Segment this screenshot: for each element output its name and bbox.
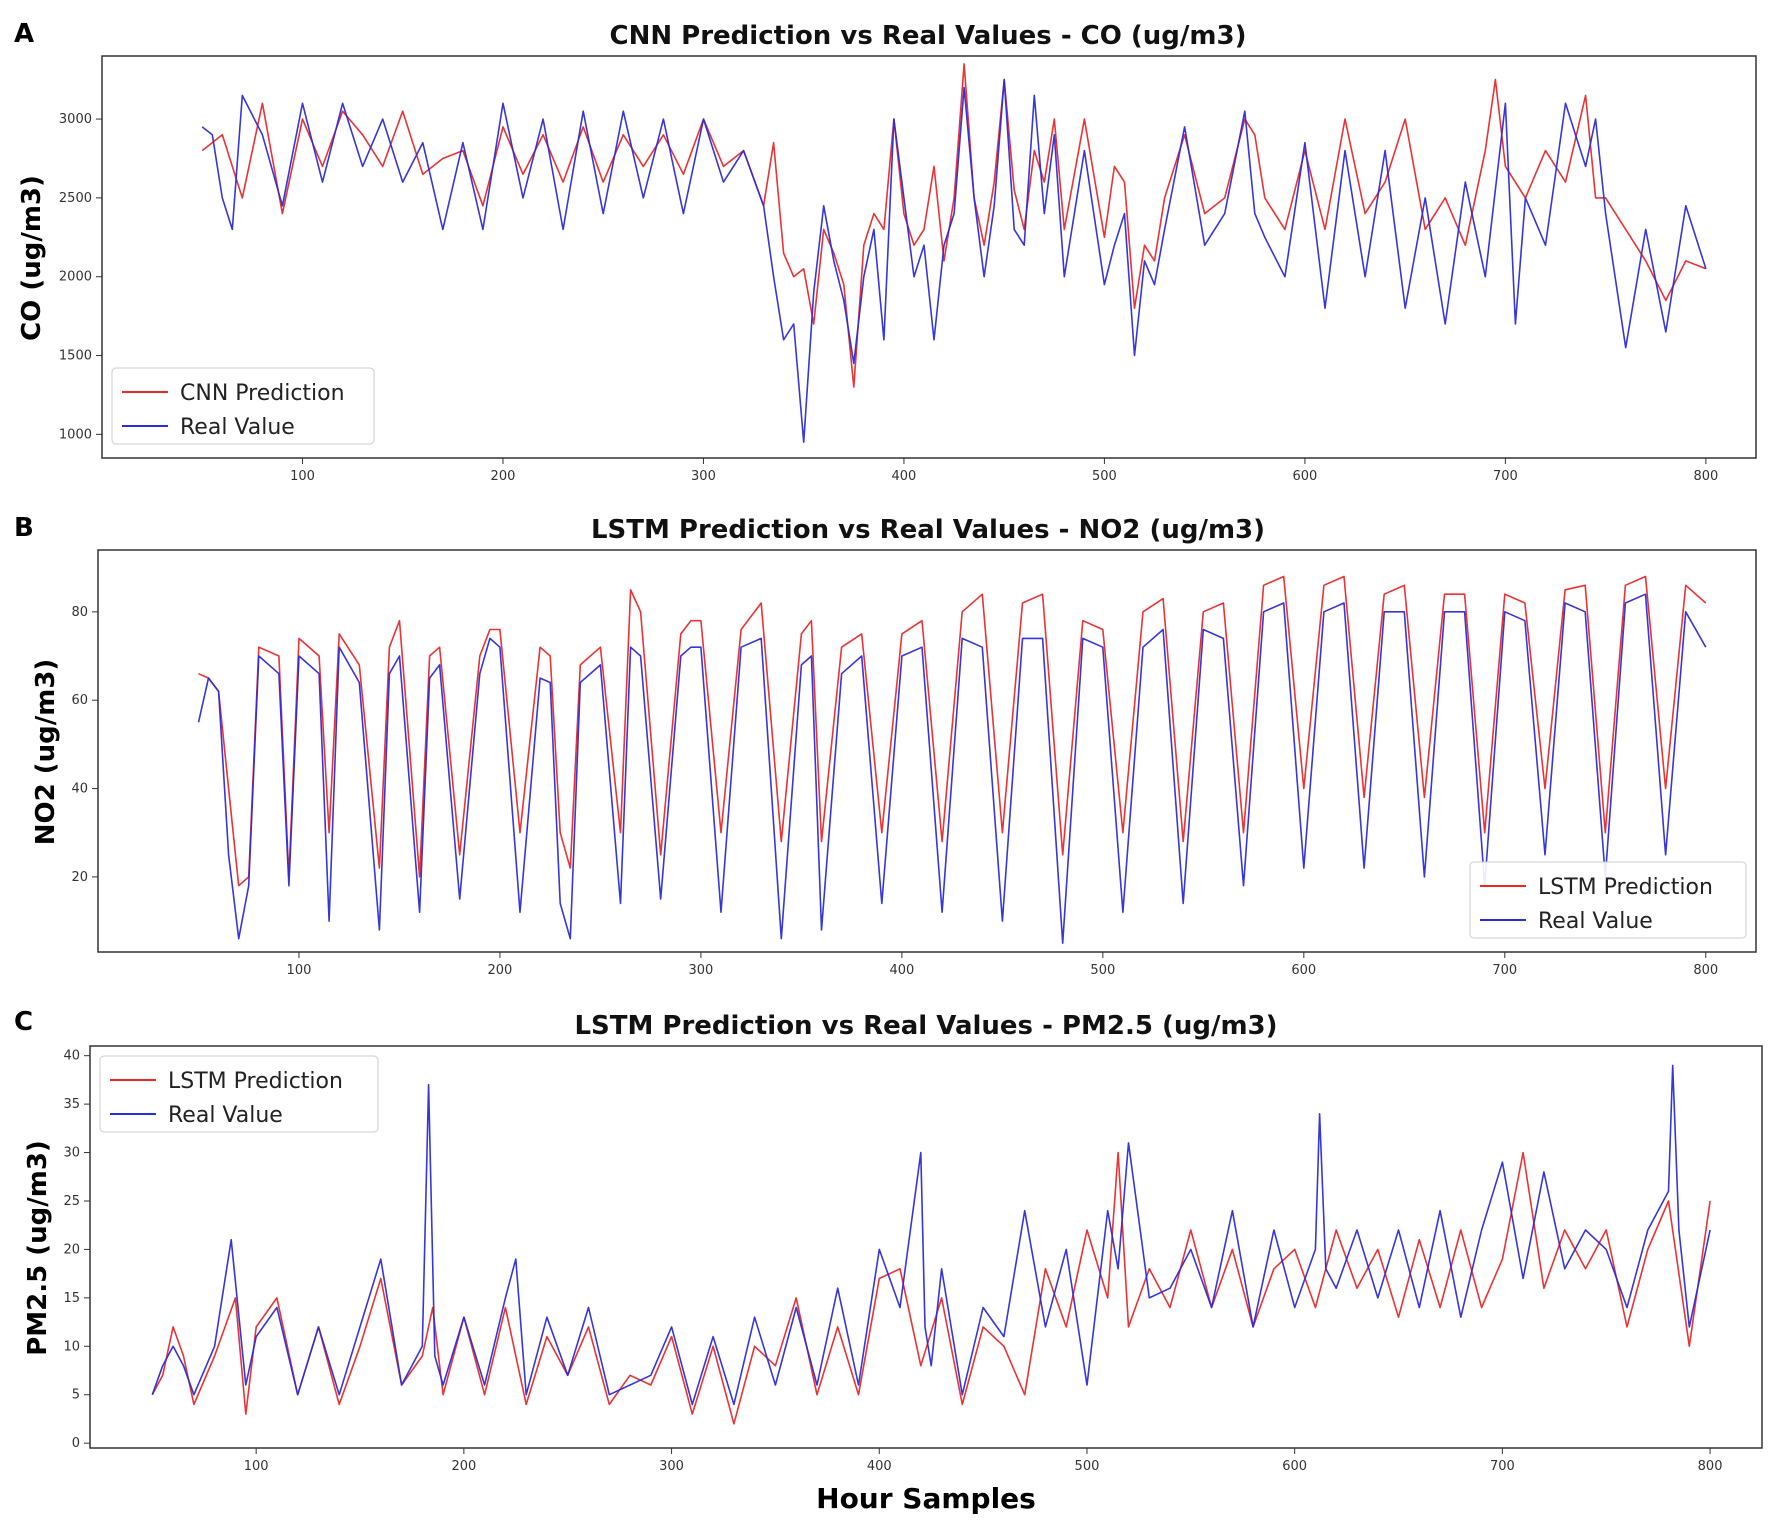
legend-label-a-real: Real Value bbox=[180, 415, 295, 440]
legend-label-b-real: Real Value bbox=[1538, 909, 1653, 934]
x-tick-label-a-600: 600 bbox=[1292, 469, 1317, 484]
x-tick-label-c-100: 100 bbox=[244, 1459, 269, 1474]
legend-b: LSTM Prediction Real Value bbox=[1469, 861, 1747, 939]
x-tick-label-c-400: 400 bbox=[867, 1459, 892, 1474]
x-tick-label-b-500: 500 bbox=[1090, 963, 1115, 978]
ticks-a: 100 200 300 400 500 600 700 800 1000 1500 2000 2500… bbox=[59, 112, 1718, 484]
y-axis-label-c: PM2.5 (ug/m3) bbox=[23, 1140, 53, 1356]
x-tick-label-a-200: 200 bbox=[491, 469, 516, 484]
y-tick-label-b-20: 20 bbox=[71, 870, 88, 885]
x-tick-label-b-300: 300 bbox=[688, 963, 713, 978]
y-tick-label-c-25: 25 bbox=[63, 1194, 80, 1209]
panel-a: A CNN Prediction vs Real Values - CO (ug… bbox=[14, 19, 1757, 484]
legend-a: CNN Prediction Real Value bbox=[111, 367, 375, 445]
y-tick-label-c-5: 5 bbox=[72, 1388, 80, 1403]
x-tick-label-c-200: 200 bbox=[451, 1459, 476, 1474]
x-tick-label-b-200: 200 bbox=[488, 963, 513, 978]
x-tick-label-c-800: 800 bbox=[1698, 1459, 1723, 1474]
series-line-b-real bbox=[197, 593, 1707, 945]
series-line-a-prediction bbox=[201, 63, 1707, 388]
y-axis-label-b: NO2 (ug/m3) bbox=[31, 659, 61, 846]
x-tick-label-c-600: 600 bbox=[1282, 1459, 1307, 1474]
series-lines-b bbox=[197, 575, 1707, 945]
chart-title-b: LSTM Prediction vs Real Values - NO2 (ug… bbox=[591, 515, 1265, 545]
ticks-c: 100 200 300 400 500 600 700 800 0 5 10 15 20 25 30 35 40 bbox=[63, 1049, 1722, 1474]
legend-label-a-prediction: CNN Prediction bbox=[180, 381, 345, 406]
panel-c: C LSTM Prediction vs Real Values - PM2.5… bbox=[14, 1007, 1763, 1515]
panel-letter-a: A bbox=[14, 19, 34, 49]
legend-box-a bbox=[111, 367, 375, 445]
x-tick-label-c-500: 500 bbox=[1075, 1459, 1100, 1474]
y-tick-label-c-35: 35 bbox=[63, 1097, 80, 1112]
chart-title-a: CNN Prediction vs Real Values - CO (ug/m… bbox=[610, 21, 1247, 51]
x-tick-label-a-800: 800 bbox=[1693, 469, 1718, 484]
y-tick-label-c-20: 20 bbox=[63, 1242, 80, 1257]
y-tick-label-c-10: 10 bbox=[63, 1339, 80, 1354]
x-tick-label-a-400: 400 bbox=[892, 469, 917, 484]
x-tick-label-c-700: 700 bbox=[1490, 1459, 1515, 1474]
series-line-b-prediction bbox=[198, 575, 1707, 887]
x-tick-label-b-700: 700 bbox=[1492, 963, 1517, 978]
panel-letter-c: C bbox=[14, 1007, 33, 1037]
y-tick-label-a-3000: 3000 bbox=[59, 112, 92, 127]
y-tick-label-a-2500: 2500 bbox=[59, 191, 92, 206]
y-tick-label-c-30: 30 bbox=[63, 1146, 80, 1161]
panel-letter-b: B bbox=[14, 513, 34, 543]
y-tick-label-c-0: 0 bbox=[72, 1436, 80, 1451]
legend-box-c bbox=[99, 1055, 379, 1133]
x-tick-label-a-700: 700 bbox=[1493, 469, 1518, 484]
y-axis-label-a: CO (ug/m3) bbox=[17, 175, 47, 341]
series-line-c-prediction bbox=[151, 1151, 1711, 1425]
x-tick-label-a-300: 300 bbox=[691, 469, 716, 484]
legend-label-c-prediction: LSTM Prediction bbox=[168, 1069, 343, 1094]
x-axis-label: Hour Samples bbox=[816, 1482, 1036, 1515]
x-tick-label-b-100: 100 bbox=[287, 963, 312, 978]
series-line-a-real bbox=[201, 78, 1707, 444]
legend-c: LSTM Prediction Real Value bbox=[99, 1055, 379, 1133]
x-tick-label-b-800: 800 bbox=[1693, 963, 1718, 978]
legend-label-b-prediction: LSTM Prediction bbox=[1538, 875, 1713, 900]
x-tick-label-b-600: 600 bbox=[1291, 963, 1316, 978]
y-tick-label-c-40: 40 bbox=[63, 1049, 80, 1064]
y-tick-label-a-2000: 2000 bbox=[59, 270, 92, 285]
y-tick-label-a-1500: 1500 bbox=[59, 349, 92, 364]
y-tick-label-b-80: 80 bbox=[71, 605, 88, 620]
y-tick-label-b-60: 60 bbox=[71, 693, 88, 708]
x-tick-label-c-300: 300 bbox=[659, 1459, 684, 1474]
y-tick-label-a-1000: 1000 bbox=[59, 427, 92, 442]
ticks-b: 100 200 300 400 500 600 700 800 20 40 60 80 bbox=[71, 605, 1718, 978]
y-tick-label-c-15: 15 bbox=[63, 1291, 80, 1306]
series-lines-a bbox=[201, 63, 1707, 444]
y-tick-label-b-40: 40 bbox=[71, 782, 88, 797]
x-tick-label-a-500: 500 bbox=[1092, 469, 1117, 484]
panel-b: B LSTM Prediction vs Real Values - NO2 (… bbox=[14, 513, 1757, 978]
chart-title-c: LSTM Prediction vs Real Values - PM2.5 (… bbox=[574, 1011, 1277, 1041]
legend-label-c-real: Real Value bbox=[168, 1103, 283, 1128]
series-line-c-real bbox=[151, 1064, 1711, 1406]
x-tick-label-b-400: 400 bbox=[889, 963, 914, 978]
series-lines-c bbox=[151, 1064, 1711, 1425]
x-tick-label-a-100: 100 bbox=[290, 469, 315, 484]
legend-box-b bbox=[1469, 861, 1747, 939]
